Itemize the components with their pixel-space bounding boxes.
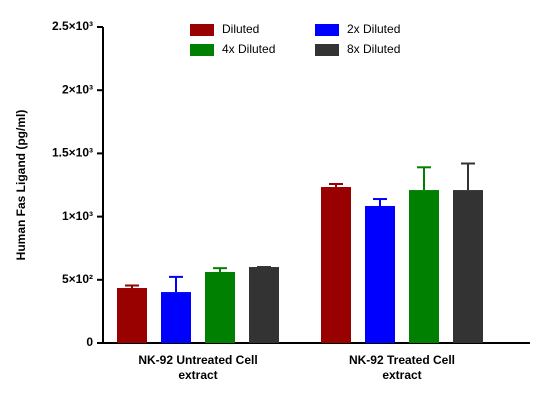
y-tick-label: 1×10³ [62, 209, 93, 223]
bar [321, 187, 351, 343]
y-tick-label: 1.5×10³ [52, 146, 93, 160]
bar [117, 288, 147, 343]
bar [365, 205, 395, 343]
legend-label: 2x Diluted [347, 22, 400, 36]
bar [453, 190, 483, 343]
y-tick-label: 2×10³ [62, 82, 93, 96]
legend-label: Diluted [222, 22, 259, 36]
x-tick-label: NK-92 Untreated Cell extract [138, 353, 258, 382]
bar [409, 190, 439, 343]
bar [161, 292, 191, 343]
y-tick-label: 0 [86, 335, 93, 349]
bar [249, 267, 279, 343]
y-axis-title: Human Fas Ligand (pg/ml) [14, 110, 28, 261]
legend-label: 8x Diluted [347, 42, 400, 56]
legend-swatch [315, 24, 339, 36]
y-tick-label: 5×10² [62, 272, 93, 286]
legend-swatch [190, 24, 214, 36]
bar [205, 271, 235, 343]
legend-swatch [190, 44, 214, 56]
legend-swatch [315, 44, 339, 56]
y-tick-label: 2.5×10³ [52, 19, 93, 33]
x-tick-label: NK-92 Treated Cell extract [348, 353, 456, 382]
legend-label: 4x Diluted [222, 42, 275, 56]
